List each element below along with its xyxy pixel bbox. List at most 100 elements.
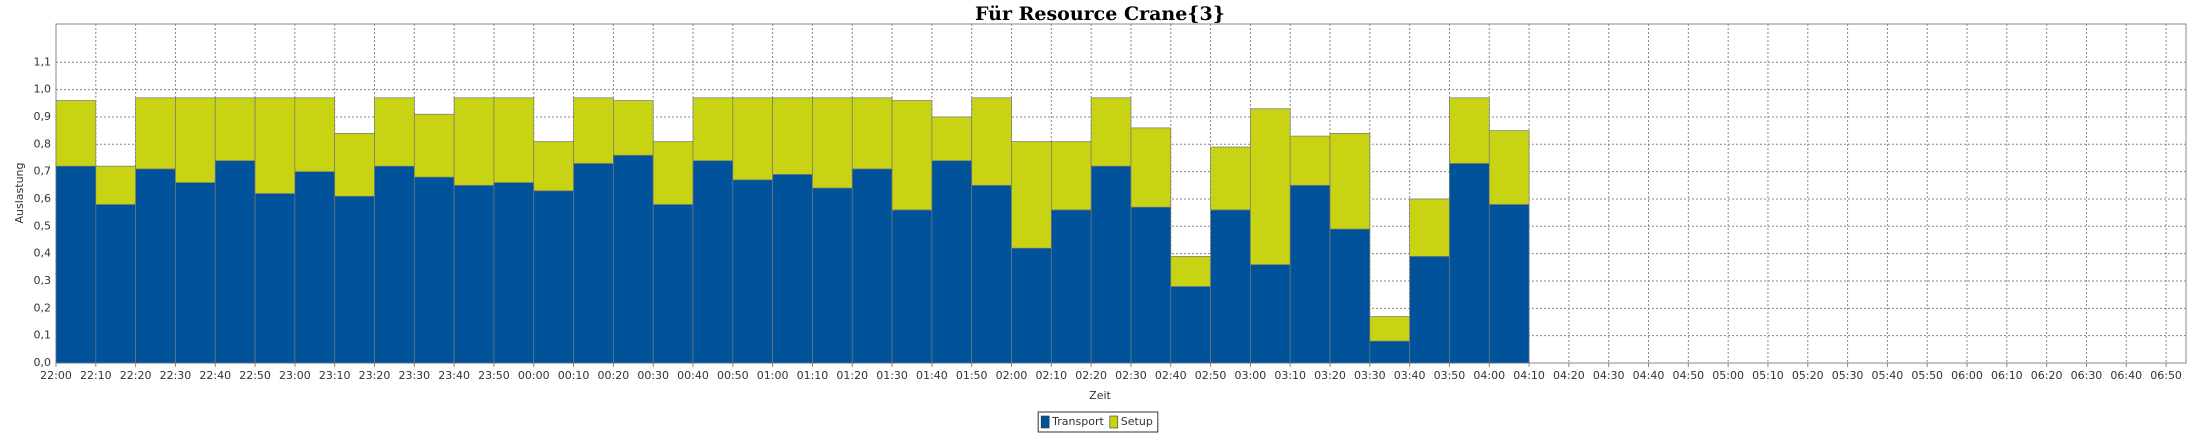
bar-segment [493,182,535,364]
y-tick-label: 0,1 [34,329,52,342]
x-tick-label: 00:40 [677,369,709,382]
x-tick-label: 22:30 [160,369,192,382]
x-tick-label: 03:50 [1434,369,1466,382]
x-tick-label: 00:20 [598,369,630,382]
bar-segment [851,97,893,170]
bar-segment [533,190,574,364]
x-tick-label: 05:40 [1872,369,1904,382]
bar-segment [613,100,654,156]
legend-label: Setup [1121,415,1153,428]
bar-segment [851,168,893,364]
x-tick-label: 01:30 [876,369,908,382]
x-tick-label: 05:30 [1832,369,1864,382]
x-tick-label: 23:30 [398,369,430,382]
x-tick-label: 02:40 [1155,369,1187,382]
bar-segment [413,176,455,364]
x-tick-label: 23:10 [319,369,351,382]
x-tick-label: 04:20 [1553,369,1585,382]
bar-segment [214,160,256,364]
bar-segment [95,165,136,205]
x-tick-label: 05:50 [1911,369,1943,382]
bar-segment [772,97,813,175]
x-tick-label: 04:50 [1672,369,1704,382]
legend-swatch [1109,415,1119,429]
bar-segment [971,97,1012,186]
bar-segment [1011,141,1052,249]
x-tick-label: 23:20 [359,369,391,382]
x-tick-label: 02:10 [1035,369,1067,382]
x-tick-label: 05:00 [1712,369,1744,382]
x-tick-label: 03:10 [1274,369,1306,382]
x-tick-label: 23:00 [279,369,311,382]
bar-segment [692,97,734,162]
y-tick-label: 1,0 [34,83,52,96]
x-tick-label: 03:40 [1394,369,1426,382]
bar-segment [55,100,97,167]
bar-segment [1170,256,1211,287]
bar-segment [95,204,136,364]
bar-segment [1210,146,1251,211]
bar-segment [214,97,256,162]
bar-segment [294,97,336,172]
bar-segment [1170,286,1211,364]
bar-segment [971,184,1012,364]
legend: Transport Setup [1037,411,1159,433]
x-tick-label: 22:00 [40,369,72,382]
y-tick-label: 0,5 [34,219,52,232]
x-tick-label: 23:40 [438,369,470,382]
bar-segment [493,97,535,183]
chart-title: Für Resource Crane{3} [975,3,1225,25]
x-tick-label: 05:20 [1792,369,1824,382]
bar-segment [334,133,375,197]
bar-segment [374,165,415,364]
bar-segment [692,160,734,364]
x-tick-label: 23:50 [478,369,510,382]
bar-segment [294,171,336,364]
x-tick-label: 02:00 [996,369,1028,382]
x-tick-label: 02:50 [1195,369,1227,382]
bar-segment [1409,256,1450,364]
x-tick-label: 00:50 [717,369,749,382]
x-tick-label: 03:20 [1314,369,1346,382]
x-tick-label: 06:10 [1991,369,2023,382]
bar-segment [891,100,933,211]
bar-segment [1250,108,1291,265]
bar-segment [1409,198,1450,257]
bar-segment [1488,130,1530,205]
bar-segment [652,204,694,364]
bar-segment [1050,209,1092,364]
y-tick-label: 0,3 [34,274,52,287]
bar-segment [652,141,694,205]
bar-segment [1011,247,1052,364]
y-axis-label: Auslastung [13,163,26,224]
x-tick-label: 01:20 [836,369,868,382]
y-tick-label: 0,6 [34,192,52,205]
legend-label: Transport [1051,415,1104,428]
bar-segment [55,165,97,364]
x-tick-label: 05:10 [1752,369,1784,382]
y-tick-label: 0,8 [34,137,52,150]
x-tick-label: 06:00 [1951,369,1983,382]
y-tick-label: 1,1 [34,55,52,68]
x-tick-label: 00:30 [637,369,669,382]
bar-segment [812,187,853,364]
bar-segment [573,163,614,364]
bar-segment [1449,163,1490,364]
x-tick-label: 04:30 [1593,369,1625,382]
bar-segment [135,97,176,170]
legend-swatch [1040,415,1050,429]
y-tick-label: 0,2 [34,301,52,314]
x-tick-label: 04:00 [1473,369,1505,382]
bar-segment [533,141,574,192]
legend-box [1037,411,1159,433]
x-tick-label: 06:50 [2150,369,2182,382]
bar-segment [254,97,296,194]
y-tick-label: 0,4 [34,247,52,260]
y-tick-label: 0,9 [34,110,52,123]
bar-segment [1289,184,1331,364]
x-tick-label: 06:40 [2110,369,2142,382]
bar-segment [613,154,654,364]
x-tick-label: 02:20 [1075,369,1107,382]
x-tick-label: 01:00 [757,369,789,382]
bar-segment [1130,206,1172,364]
